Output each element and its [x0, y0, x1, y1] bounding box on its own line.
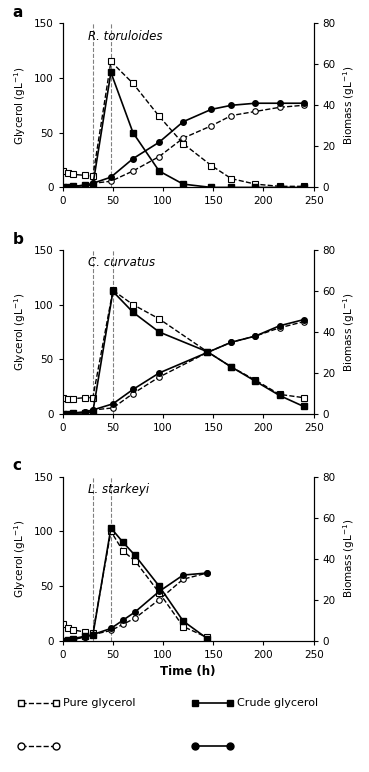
Text: a: a: [13, 5, 23, 20]
Text: R. toruloides: R. toruloides: [88, 30, 162, 42]
X-axis label: Time (h): Time (h): [161, 665, 216, 679]
Text: C. curvatus: C. curvatus: [88, 256, 155, 269]
Y-axis label: Glycerol (gL$^{-1}$): Glycerol (gL$^{-1}$): [13, 66, 28, 144]
Text: Pure glycerol: Pure glycerol: [63, 698, 135, 708]
Y-axis label: Biomass (gL$^{-1}$): Biomass (gL$^{-1}$): [341, 519, 357, 598]
Y-axis label: Biomass (gL$^{-1}$): Biomass (gL$^{-1}$): [341, 66, 357, 145]
Y-axis label: Glycerol (gL$^{-1}$): Glycerol (gL$^{-1}$): [13, 293, 28, 371]
Text: c: c: [13, 459, 21, 473]
Y-axis label: Biomass (gL$^{-1}$): Biomass (gL$^{-1}$): [341, 292, 357, 372]
Text: Crude glycerol: Crude glycerol: [237, 698, 318, 708]
Text: L. starkeyi: L. starkeyi: [88, 483, 149, 496]
Y-axis label: Glycerol (gL$^{-1}$): Glycerol (gL$^{-1}$): [13, 520, 28, 598]
Text: b: b: [13, 232, 23, 246]
